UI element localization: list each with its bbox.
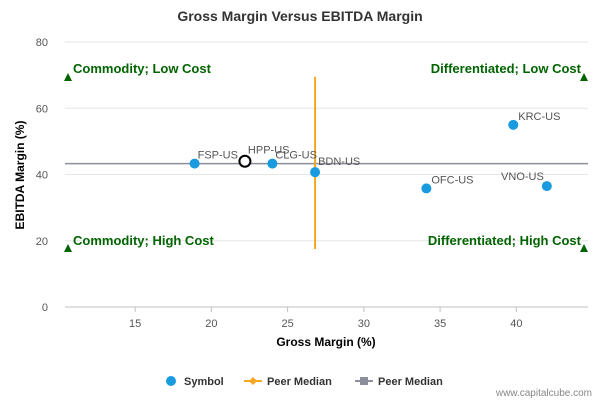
triangle-marker-bottom-right (580, 244, 588, 252)
point-hpp-us (238, 154, 252, 168)
legend-peer-median-vertical-label: Peer Median (267, 376, 332, 388)
legend: Symbol Peer Median Peer Median (166, 376, 443, 388)
x-tick-label-35: 35 (434, 318, 446, 330)
y-tick-label-60: 60 (36, 103, 48, 115)
quadrant-labels: Commodity; Low Cost Differentiated; Low … (64, 61, 588, 252)
x-axis-ticks: 15 20 25 30 35 40 (129, 307, 522, 330)
chart-title: Gross Margin Versus EBITDA Margin (177, 8, 422, 24)
legend-symbol-label: Symbol (184, 376, 224, 388)
point-label-ofc-us: OFC-US (431, 174, 473, 186)
legend-item-peer-median-horizontal[interactable]: Peer Median (355, 376, 443, 388)
quadrant-label-top-left: Commodity; Low Cost (73, 61, 212, 76)
triangle-marker-bottom-left (64, 244, 72, 252)
x-tick-label-40: 40 (510, 318, 522, 330)
x-tick-label-25: 25 (281, 318, 293, 330)
x-tick-label-15: 15 (129, 318, 141, 330)
x-tick-label-20: 20 (205, 318, 217, 330)
y-tick-label-20: 20 (36, 236, 48, 248)
point-label-vno-us: VNO-US (501, 171, 544, 183)
point-clg-us (267, 158, 278, 169)
credit-text: www.capitalcube.com (495, 388, 592, 399)
point-label-bdn-us: BDN-US (318, 156, 360, 168)
point-ofc-us (421, 183, 432, 194)
legend-peer-median-square-marker (360, 377, 368, 385)
quadrant-label-bottom-right: Differentiated; High Cost (428, 233, 582, 248)
x-axis-title: Gross Margin (%) (276, 335, 375, 349)
point-label-fsp-us: FSP-US (198, 150, 238, 162)
point-krc-us (508, 119, 519, 130)
point-bdn-us (310, 167, 321, 178)
legend-symbol-marker (166, 376, 176, 386)
triangle-marker-top-left (64, 73, 72, 81)
quadrant-label-bottom-left: Commodity; High Cost (73, 233, 214, 248)
legend-peer-median-diamond-marker (249, 377, 257, 385)
quadrant-label-top-right: Differentiated; Low Cost (431, 61, 582, 76)
y-tick-label-40: 40 (36, 170, 48, 182)
legend-item-symbol[interactable]: Symbol (166, 376, 224, 388)
triangle-marker-top-right (580, 73, 588, 81)
legend-peer-median-horizontal-label: Peer Median (378, 376, 443, 388)
x-tick-label-30: 30 (358, 318, 370, 330)
y-axis-ticks: 0 20 40 60 80 (36, 37, 48, 314)
y-axis-title: EBITDA Margin (%) (13, 121, 27, 230)
legend-item-peer-median-vertical[interactable]: Peer Median (244, 376, 332, 388)
point-vno-us (541, 181, 552, 192)
point-label-krc-us: KRC-US (518, 111, 560, 123)
y-tick-label-0: 0 (42, 302, 48, 314)
grid (65, 41, 588, 242)
y-tick-label-80: 80 (36, 37, 48, 49)
point-label-hpp-us: HPP-US (248, 144, 290, 156)
point-fsp-us (189, 158, 200, 169)
point-label-clg-us: CLG-US (275, 150, 317, 162)
